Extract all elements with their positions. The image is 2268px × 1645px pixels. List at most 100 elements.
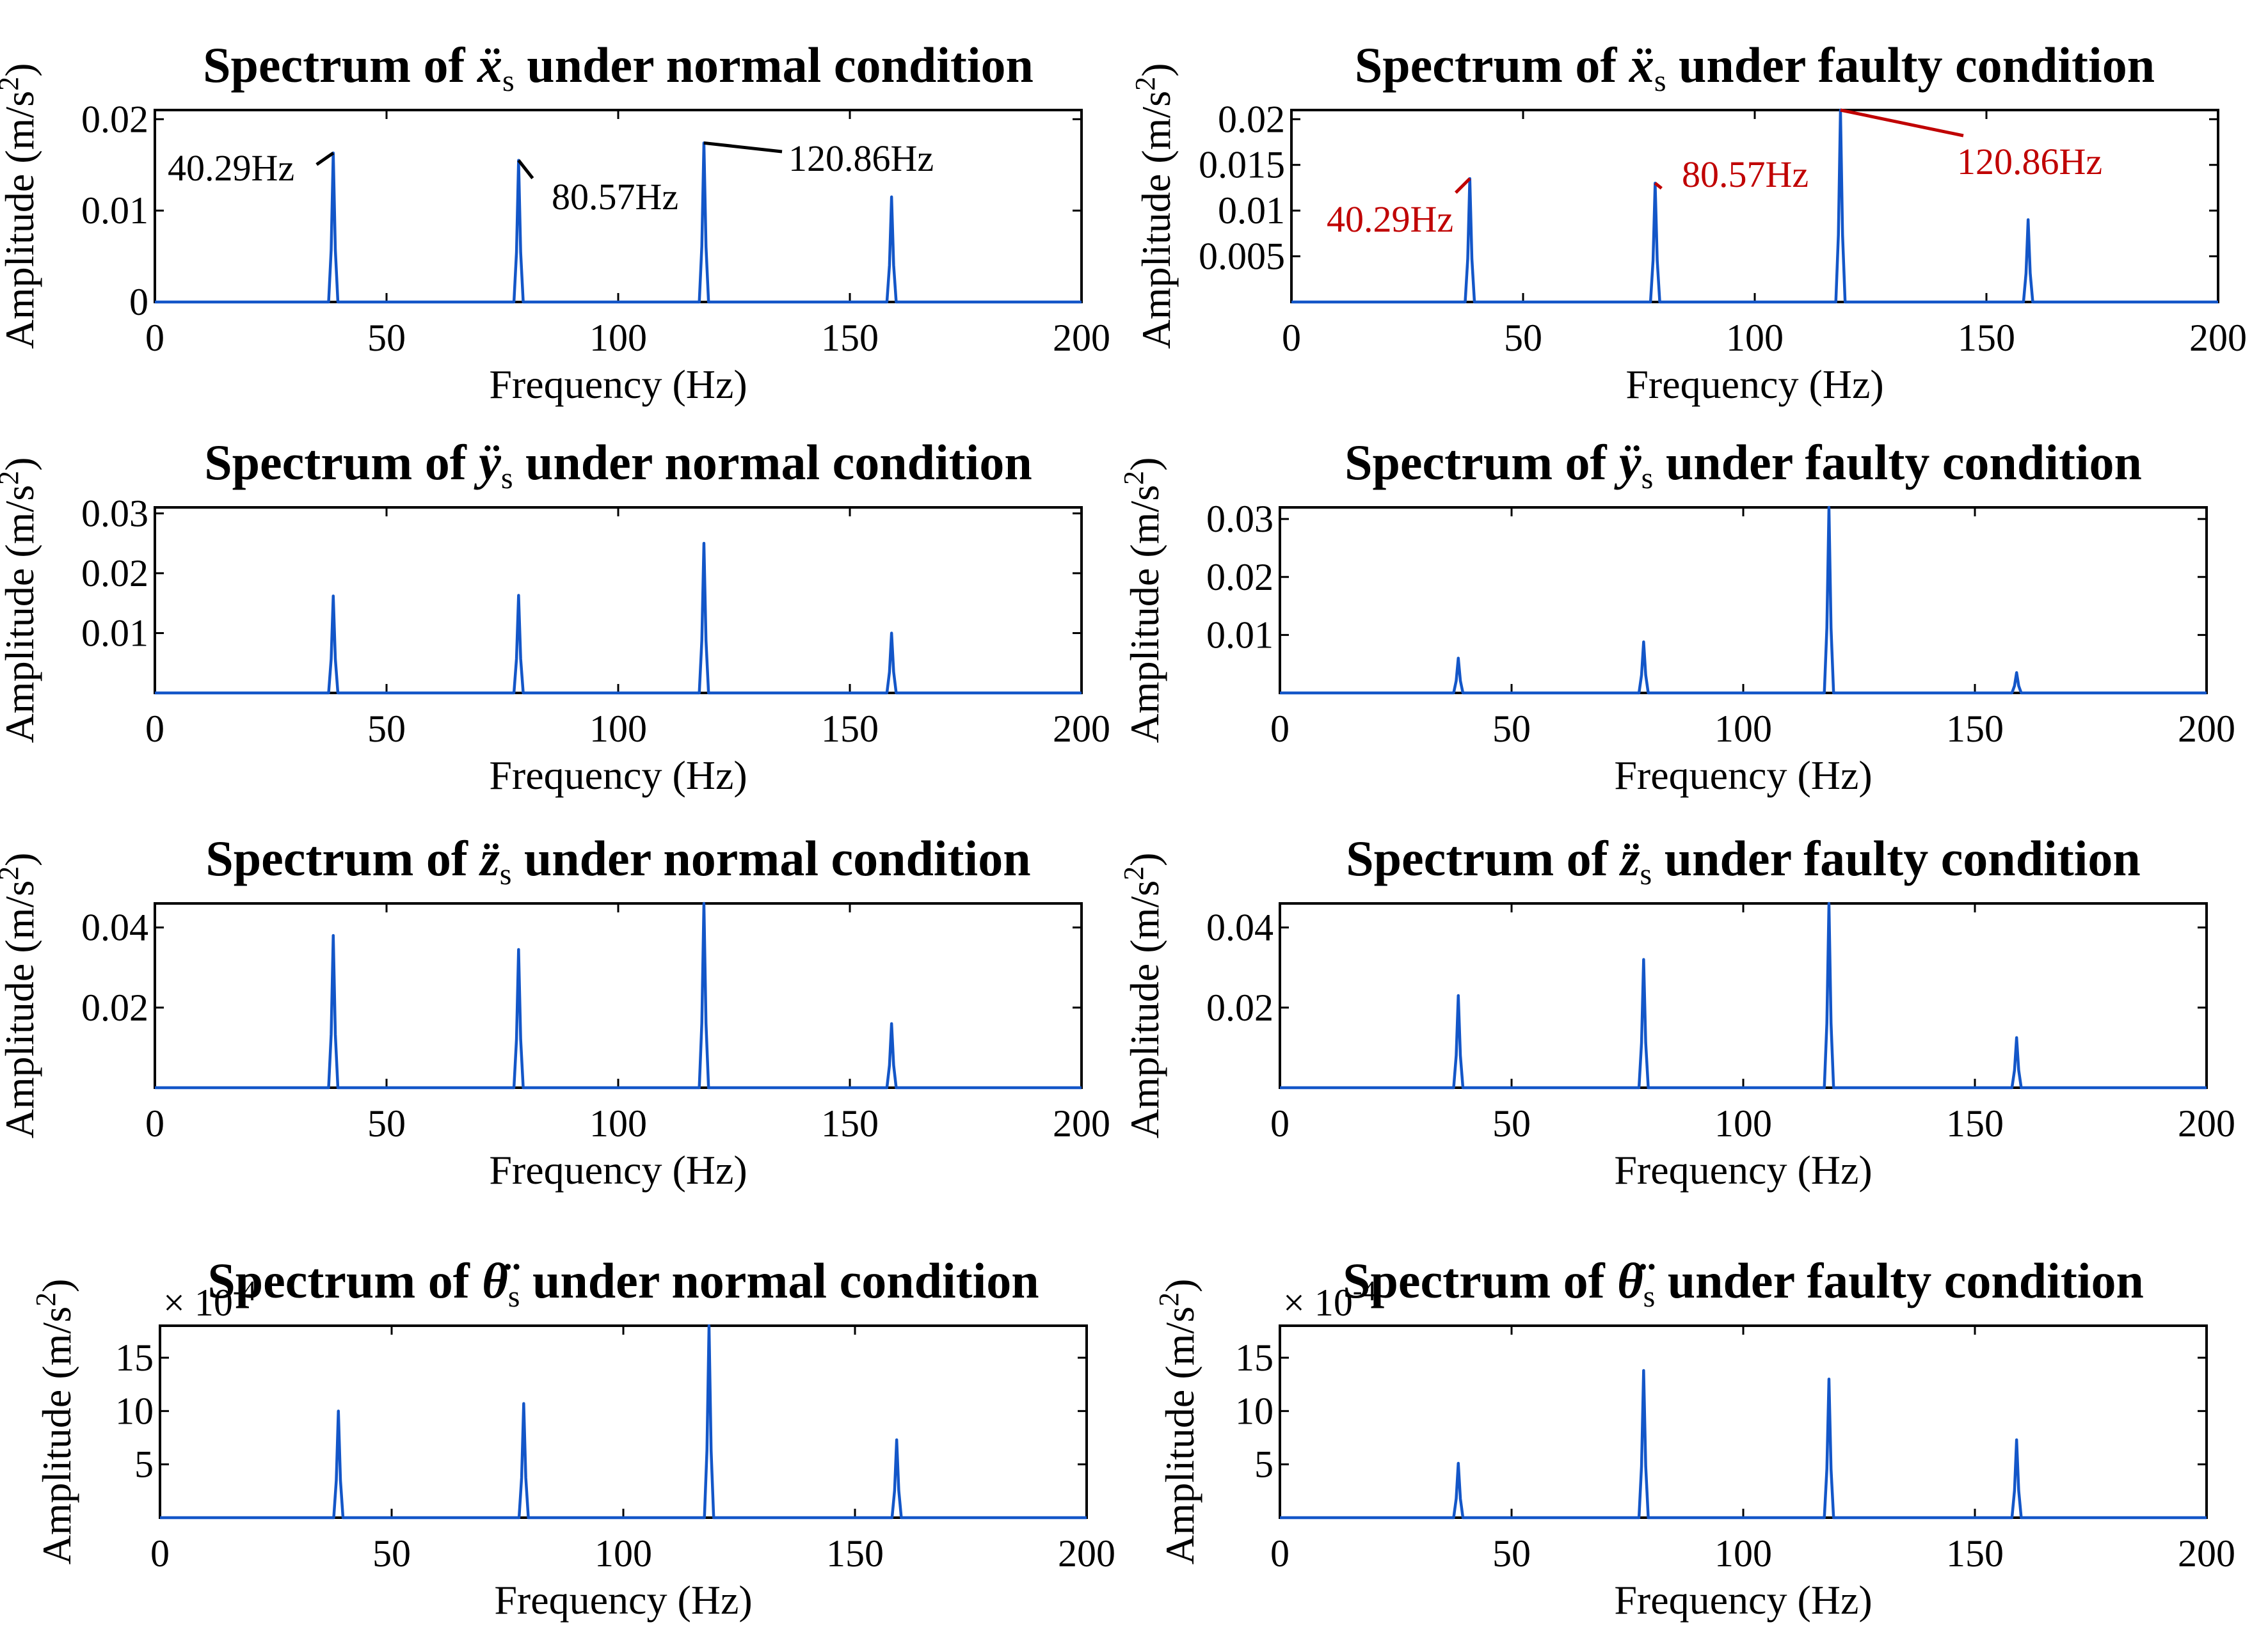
y-tick-label: 5: [134, 1443, 154, 1486]
subplot-3: Spectrum of ÿs under normal condition 0 50…: [0, 434, 1110, 798]
chart-title: Spectrum of z̈s under normal condition: [205, 830, 1030, 891]
plot-frame: [154, 506, 1083, 694]
x-tick-label: 100: [589, 1102, 647, 1145]
y-tick-label: 5: [1254, 1443, 1274, 1486]
x-tick-label: 50: [1492, 1102, 1531, 1145]
x-tick-label: 100: [589, 708, 647, 750]
y-tick-label: 0.01: [81, 612, 148, 654]
title-subscript: s: [1641, 461, 1654, 495]
annotation-leader: [1454, 177, 1471, 194]
peak-annotation: 120.86Hz: [1957, 141, 2102, 182]
y-tick-label: 0: [129, 281, 148, 323]
title-suffix: under faulty condition: [1653, 434, 2142, 490]
annotation-leader: [1840, 108, 1964, 138]
subplot-6: Spectrum of z̈s under faulty condition 0 5…: [1118, 830, 2235, 1193]
x-tick-label: 200: [2178, 708, 2235, 750]
y-tick-label: 0.02: [1218, 98, 1285, 140]
y-axis-label: Amplitude (m/s2): [1118, 457, 1167, 743]
chart-title: Spectrum of θ̈s under normal condition: [207, 1253, 1039, 1314]
x-tick-label: 200: [1053, 317, 1110, 359]
y-tick-label: 0.02: [81, 98, 148, 140]
y-tick-label: 10: [115, 1390, 154, 1432]
title-prefix: Spectrum of: [205, 830, 480, 886]
subplot-8: Spectrum of θ̈s under faulty condition 0 5…: [1153, 1253, 2235, 1623]
y-axis-label: Amplitude (m/s2): [1118, 853, 1167, 1139]
title-suffix: under normal condition: [511, 830, 1030, 886]
y-axis-label: Amplitude (m/s2): [0, 63, 42, 349]
y-tick-label: 0.01: [1206, 614, 1274, 656]
y-axis-label: Amplitude (m/s2): [0, 457, 42, 743]
title-suffix: under normal condition: [513, 434, 1032, 490]
y-tick-label: 0.03: [81, 492, 148, 534]
subplot-5: Spectrum of z̈s under normal condition 0 5…: [0, 830, 1110, 1193]
title-suffix: under faulty condition: [1655, 1253, 2144, 1308]
x-axis-label: Frequency (Hz): [489, 362, 747, 407]
x-tick-label: 200: [2189, 317, 2247, 359]
x-axis-label: Frequency (Hz): [494, 1577, 752, 1623]
plot-frame: [154, 902, 1083, 1089]
chart-title: Spectrum of ẍs under faulty condition: [1355, 37, 2155, 98]
x-axis-label: Frequency (Hz): [1614, 1147, 1872, 1193]
x-tick-label: 50: [1504, 317, 1542, 359]
subplot-1: Spectrum of ẍs under normal condition 0 50…: [0, 37, 1110, 407]
chart-title: Spectrum of ẍs under normal condition: [203, 37, 1034, 98]
x-axis-label: Frequency (Hz): [489, 1147, 747, 1193]
title-subscript: s: [1640, 857, 1652, 891]
y-axis-label: Amplitude (m/s2): [1130, 63, 1179, 349]
y-axis-label: Amplitude (m/s2): [0, 853, 42, 1139]
y-tick-label: 0.02: [1206, 987, 1274, 1029]
annotation-leader: [1654, 182, 1663, 190]
x-tick-label: 200: [1053, 1102, 1110, 1145]
y-tick-label: 0.015: [1199, 144, 1285, 186]
peak-annotation: 80.57Hz: [1682, 154, 1809, 195]
title-subscript: s: [1654, 64, 1666, 98]
title-symbol: ÿ: [1614, 434, 1641, 490]
title-subscript: s: [502, 64, 515, 98]
subplot-4: Spectrum of ÿs under faulty condition 0 50…: [1118, 434, 2235, 798]
x-tick-label: 50: [372, 1532, 411, 1575]
x-tick-label: 0: [150, 1532, 170, 1575]
chart-title: Spectrum of ÿs under faulty condition: [1345, 434, 2142, 495]
x-tick-label: 100: [1714, 1102, 1772, 1145]
x-tick-label: 100: [1714, 708, 1772, 750]
x-axis-label: Frequency (Hz): [1614, 1577, 1872, 1623]
plot-frame: [1279, 902, 2208, 1089]
x-axis-label: Frequency (Hz): [1614, 752, 1872, 798]
title-suffix: under normal condition: [520, 1253, 1039, 1308]
y-tick-label: 0.005: [1199, 235, 1285, 278]
x-tick-label: 100: [589, 317, 647, 359]
x-tick-label: 50: [367, 708, 406, 750]
title-prefix: Spectrum of: [1346, 830, 1620, 886]
title-subscript: s: [508, 1280, 520, 1314]
x-tick-label: 150: [821, 317, 879, 359]
y-exponent-label: × 10-4: [163, 1275, 257, 1324]
peak-annotation: 40.29Hz: [1327, 198, 1453, 240]
chart-title: Spectrum of z̈s under faulty condition: [1346, 830, 2141, 891]
x-tick-label: 200: [1053, 708, 1110, 750]
annotation-leader: [315, 152, 335, 166]
title-subscript: s: [501, 461, 513, 495]
x-tick-label: 150: [1946, 1532, 2004, 1575]
title-subscript: s: [500, 857, 512, 891]
spectrum-trace: [1280, 1369, 2207, 1520]
x-tick-label: 0: [145, 317, 164, 359]
x-tick-label: 0: [145, 708, 164, 750]
title-prefix: Spectrum of: [1343, 1253, 1617, 1308]
title-symbol: z̈: [478, 830, 500, 886]
x-tick-label: 50: [1492, 708, 1531, 750]
x-axis-label: Frequency (Hz): [489, 752, 747, 798]
title-prefix: Spectrum of: [204, 434, 479, 490]
subplot-7: Spectrum of θ̈s under normal condition 0 5…: [30, 1253, 1115, 1623]
x-tick-label: 150: [826, 1532, 884, 1575]
y-tick-label: 0.01: [81, 189, 148, 232]
y-tick-label: 0.02: [81, 552, 148, 594]
x-tick-label: 150: [1946, 708, 2004, 750]
title-suffix: under faulty condition: [1666, 37, 2155, 93]
chart-title: Spectrum of θ̈s under faulty condition: [1343, 1253, 2144, 1314]
plot-frame: [1279, 1324, 2208, 1519]
y-tick-label: 0.02: [1206, 556, 1274, 598]
x-tick-label: 0: [1270, 1102, 1290, 1145]
spectrum-trace: [155, 902, 1082, 1090]
plot-frame: [159, 1324, 1088, 1519]
